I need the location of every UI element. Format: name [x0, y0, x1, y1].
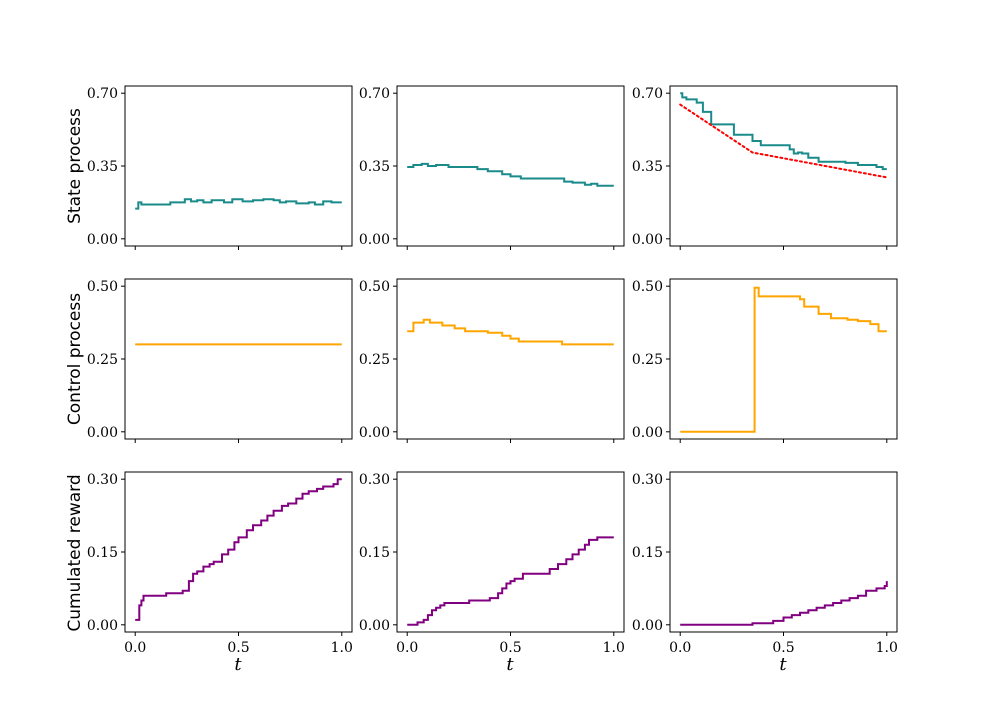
y-tick-label: 0.00: [632, 425, 663, 441]
x-tick-label: 0.5: [772, 640, 794, 656]
y-tick-label: 0.30: [632, 472, 663, 488]
plot-frame: [396, 278, 625, 440]
row-label-reward: Cumulated reward: [65, 474, 85, 631]
y-tick-label: 0.25: [632, 352, 663, 368]
subplot-r1-c2: 0.00 0.25 0.50: [632, 278, 898, 443]
y-tick-label: 0.35: [359, 159, 390, 175]
series-line-control: [407, 318, 614, 346]
plot-frame: [669, 278, 898, 440]
series-line-reward: [135, 478, 342, 621]
x-tick-label: 0.0: [669, 640, 691, 656]
series-line-state: [680, 92, 887, 171]
subplot-r2-c2: 0.00 0.15 0.30 0.0 0.5 1.0: [632, 471, 898, 656]
plot-frame: [669, 471, 898, 633]
x-tick-label: 1.0: [603, 640, 625, 656]
y-tick-label: 0.00: [87, 425, 118, 441]
y-tick-label: 0.00: [87, 618, 118, 634]
y-tick-label: 0.15: [359, 545, 390, 561]
y-tick-label: 0.70: [632, 86, 663, 102]
y-tick-label: 0.25: [359, 352, 390, 368]
plot-frame: [124, 85, 353, 247]
y-tick-label: 0.70: [87, 86, 118, 102]
x-tick-label: 0.5: [499, 640, 521, 656]
y-tick-label: 0.30: [359, 472, 390, 488]
subplot-r0-c1: 0.00 0.35 0.70: [359, 85, 625, 250]
x-tick-label: 0.0: [396, 640, 418, 656]
y-tick-label: 0.30: [87, 472, 118, 488]
plot-frame: [124, 471, 353, 633]
subplot-r0-c2: 0.00 0.35 0.70: [632, 85, 898, 250]
plot-frame: [124, 278, 353, 440]
row-label-control: Control process: [65, 293, 85, 425]
x-axis-label-col1: t: [234, 654, 242, 675]
subplot-r2-c0: 0.00 0.15 0.30 0.0 0.5 1.0: [87, 471, 353, 656]
y-tick-label: 0.25: [87, 352, 118, 368]
y-tick-label: 0.35: [632, 159, 663, 175]
y-tick-label: 0.00: [359, 232, 390, 248]
y-tick-label: 0.00: [87, 232, 118, 248]
x-tick-label: 1.0: [331, 640, 353, 656]
y-tick-label: 0.15: [632, 545, 663, 561]
series-line-reference: [679, 103, 888, 179]
row-label-state: State process: [65, 108, 85, 224]
series-line-control: [680, 286, 887, 433]
y-tick-label: 0.50: [87, 279, 118, 295]
subplot-r1-c1: 0.00 0.25 0.50: [359, 278, 625, 443]
x-axis-label-col3: t: [779, 654, 787, 675]
y-tick-label: 0.35: [87, 159, 118, 175]
y-tick-label: 0.00: [632, 618, 663, 634]
subplot-r2-c1: 0.00 0.15 0.30 0.0 0.5 1.0: [359, 471, 625, 656]
x-axis-label-col2: t: [506, 654, 514, 675]
plot-frame: [396, 471, 625, 633]
y-tick-label: 0.50: [632, 279, 663, 295]
y-tick-label: 0.15: [87, 545, 118, 561]
y-tick-label: 0.00: [632, 232, 663, 248]
subplot-r1-c0: 0.00 0.25 0.50: [87, 278, 353, 443]
x-tick-label: 0.0: [124, 640, 146, 656]
y-tick-label: 0.70: [359, 86, 390, 102]
series-line-reward: [680, 581, 888, 626]
series-line-reward: [407, 536, 614, 626]
y-tick-label: 0.00: [359, 618, 390, 634]
subplot-r0-c0: 0.00 0.35 0.70: [87, 85, 353, 250]
x-tick-label: 1.0: [876, 640, 898, 656]
y-tick-label: 0.50: [359, 279, 390, 295]
subplot-grid: 0.000.350.700.000.350.700.000.350.700.00…: [87, 85, 898, 656]
x-tick-label: 0.5: [227, 640, 249, 656]
series-line-state: [135, 198, 342, 210]
y-tick-label: 0.00: [359, 425, 390, 441]
series-line-state: [407, 162, 614, 187]
